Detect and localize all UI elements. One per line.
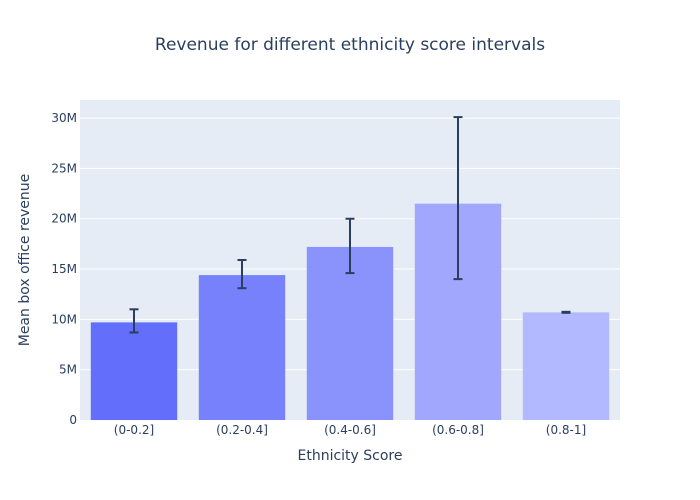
error-bar — [561, 310, 571, 314]
x-tick-label: (0.4-0.6] — [324, 423, 376, 437]
y-axis-label: Mean box office revenue — [17, 174, 33, 347]
x-tick-label: (0-0.2] — [114, 423, 154, 437]
y-tick-labels: 0 5M 10M 15M 20M 25M 30M — [51, 111, 77, 427]
y-tick-label: 15M — [51, 262, 77, 276]
error-bars — [129, 116, 571, 334]
bar — [90, 322, 178, 420]
x-tick-label: (0.8-1] — [546, 423, 586, 437]
chart-title: Revenue for different ethnicity score in… — [155, 35, 545, 55]
x-tick-label: (0.6-0.8] — [432, 423, 484, 437]
bar — [522, 312, 610, 420]
y-tick-label: 20M — [51, 212, 77, 226]
error-bar — [237, 259, 247, 290]
y-tick-label: 30M — [51, 111, 77, 125]
bar — [198, 275, 286, 420]
y-tick-label: 25M — [51, 161, 77, 175]
x-tick-labels: (0-0.2] (0.2-0.4] (0.4-0.6] (0.6-0.8] (0.8-1… — [114, 423, 586, 437]
error-bar — [129, 308, 139, 334]
x-tick-label: (0.2-0.4] — [216, 423, 268, 437]
y-tick-label: 5M — [59, 363, 77, 377]
y-tick-label: 10M — [51, 312, 77, 326]
x-axis-label: Ethnicity Score — [298, 448, 403, 464]
bar — [306, 246, 394, 420]
error-bar — [345, 217, 355, 275]
y-tick-label: 0 — [69, 413, 77, 427]
bars — [90, 203, 610, 420]
error-bar — [453, 116, 463, 281]
